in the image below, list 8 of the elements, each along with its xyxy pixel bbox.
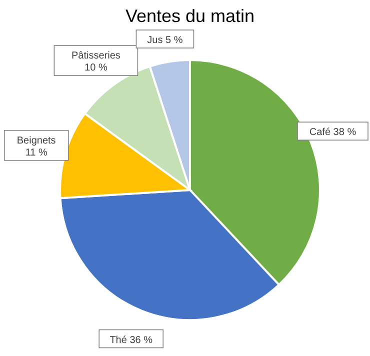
data-label: 10 % xyxy=(84,62,108,74)
slice-label: Beignets xyxy=(16,135,56,146)
slice-label: Thé 36 % xyxy=(110,334,153,346)
chart-title: Ventes du matin xyxy=(125,6,255,26)
slice-label: Jus 5 % xyxy=(147,35,183,46)
data-label: 11 % xyxy=(25,147,48,158)
slice-label: Pâtisseries xyxy=(72,50,120,62)
slice-label: Café 38 % xyxy=(309,127,356,138)
